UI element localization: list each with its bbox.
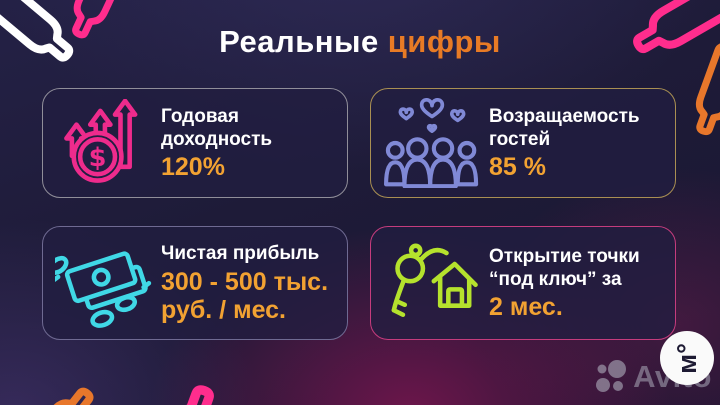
orange-bottle-icon: [17, 384, 100, 405]
pink-bottle-icon: [147, 384, 222, 405]
avito-watermark: Avito м°: [595, 331, 714, 395]
card-turnkey-opening: Открытие точки “под ключ” за 2 мес.: [370, 226, 676, 340]
card-label: Возращаемость гостей: [489, 105, 640, 150]
title-white-part: Реальные: [219, 24, 379, 59]
card-label: Годовая доходность: [161, 105, 273, 150]
svg-text:$: $: [89, 143, 107, 173]
seller-logo-glyph: м°: [671, 342, 702, 374]
card-value: 2 мес.: [489, 293, 563, 322]
stats-grid: $ Годовая доходность 120%: [42, 88, 676, 340]
card-value: 120%: [161, 153, 225, 182]
cash-coins-icon: [55, 237, 153, 329]
keys-house-icon: [383, 237, 481, 329]
avito-dots-icon: [596, 360, 627, 392]
title-accent-part: цифры: [387, 24, 501, 59]
card-value: 85 %: [489, 153, 546, 182]
seller-logo-badge: м°: [660, 331, 714, 385]
guests-hearts-icon: [383, 98, 481, 188]
money-growth-icon: $: [55, 99, 153, 187]
page-title: Реальные цифры: [0, 24, 720, 60]
card-value: 300 - 500 тыс. руб. / мес.: [161, 267, 329, 324]
card-label: Чистая прибыль: [161, 243, 320, 265]
card-label: Открытие точки “под ключ” за: [489, 245, 640, 290]
card-annual-yield: $ Годовая доходность 120%: [42, 88, 348, 198]
card-guest-return: Возращаемость гостей 85 %: [370, 88, 676, 198]
card-net-profit: Чистая прибыль 300 - 500 тыс. руб. / мес…: [42, 226, 348, 340]
